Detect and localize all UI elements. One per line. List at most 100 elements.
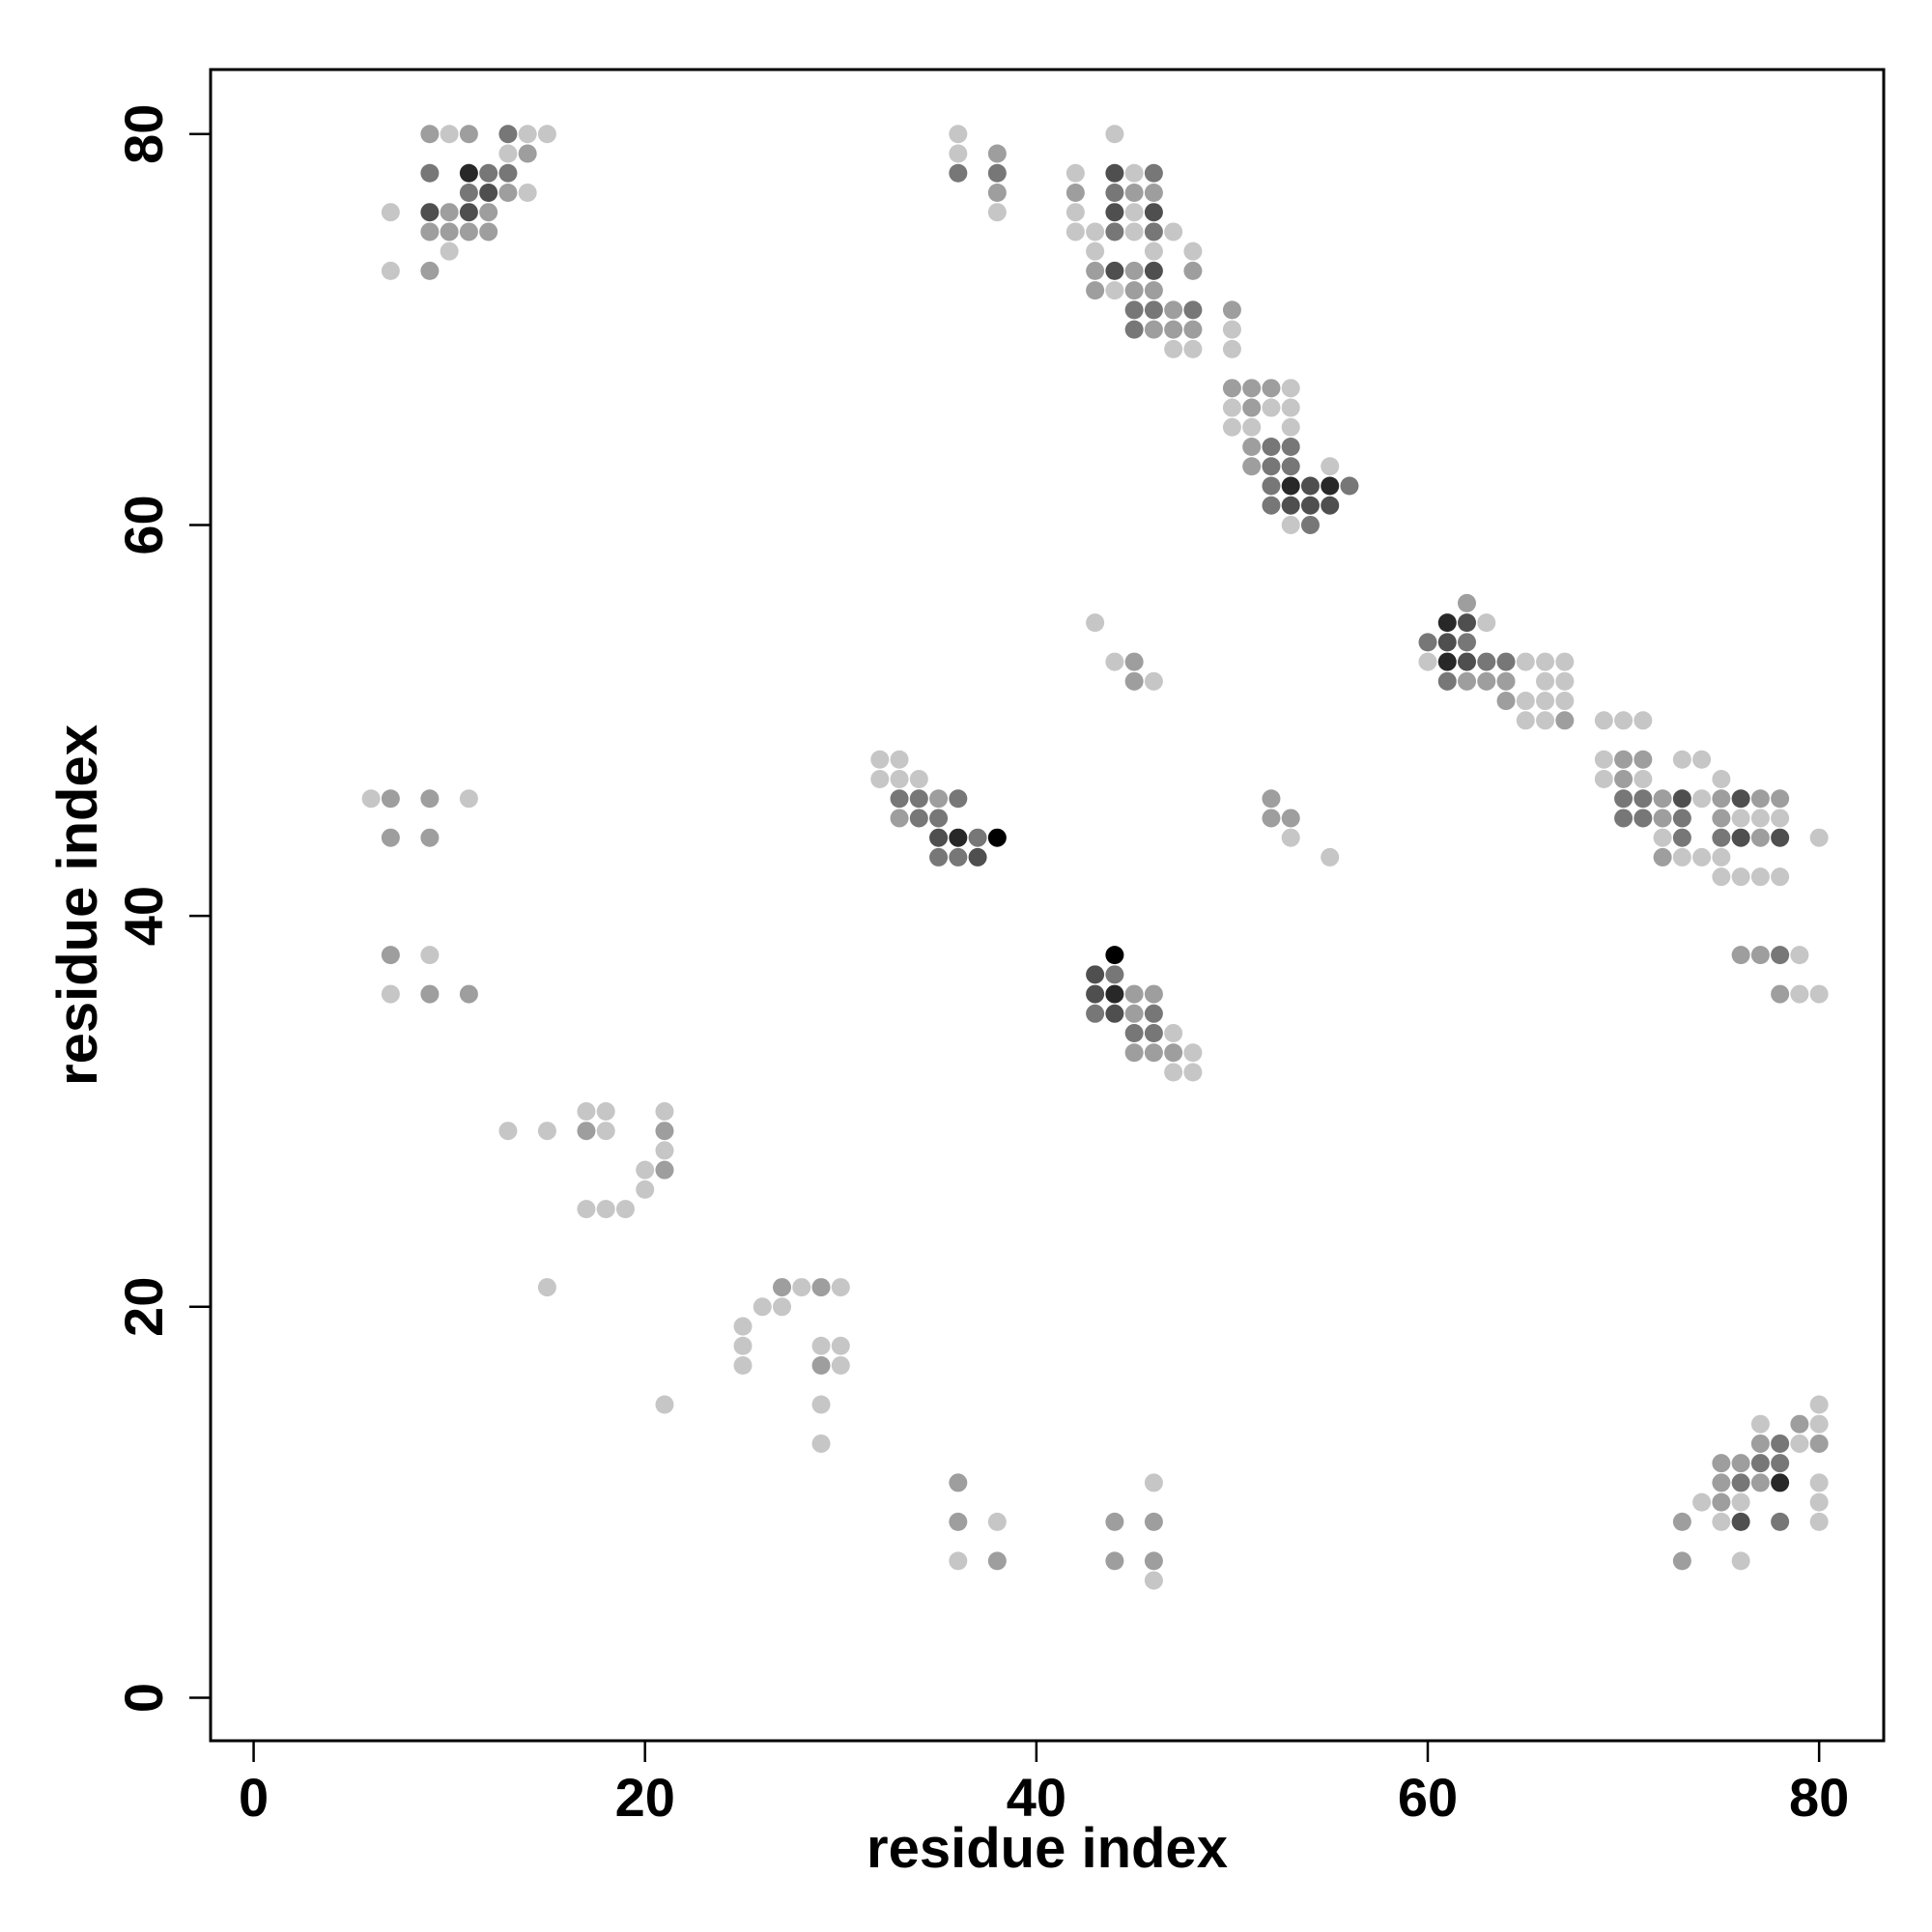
data-point — [636, 1160, 655, 1179]
data-point — [1262, 438, 1281, 457]
data-points — [361, 125, 1829, 1590]
data-point — [1281, 398, 1300, 417]
data-point — [1105, 1004, 1124, 1023]
data-point — [577, 1200, 596, 1219]
data-point — [929, 828, 949, 847]
data-point — [987, 1551, 1007, 1571]
data-point — [1281, 438, 1300, 457]
data-point — [1086, 281, 1105, 300]
data-point — [987, 163, 1007, 183]
data-point — [1105, 965, 1124, 984]
x-tick-label: 60 — [1398, 1767, 1458, 1828]
data-point — [1809, 1473, 1829, 1492]
data-point — [498, 183, 518, 202]
data-point — [890, 789, 909, 809]
data-point — [1516, 652, 1535, 671]
data-point — [1477, 652, 1496, 671]
data-point — [1281, 828, 1300, 847]
data-point — [1281, 476, 1300, 496]
data-point — [831, 1336, 850, 1355]
data-point — [1750, 1473, 1770, 1492]
data-point — [1281, 496, 1300, 515]
data-point — [1712, 867, 1731, 887]
data-point — [1750, 1414, 1770, 1434]
y-tick-label: 20 — [113, 1277, 174, 1337]
data-point — [1731, 789, 1750, 809]
data-point — [1418, 652, 1437, 671]
data-point — [1124, 1024, 1144, 1043]
data-point — [1340, 476, 1359, 496]
data-point — [1144, 984, 1163, 1004]
data-point — [1164, 1043, 1183, 1063]
data-point — [1536, 671, 1555, 691]
data-point — [440, 125, 459, 144]
data-point — [1124, 163, 1144, 183]
x-tick-label: 80 — [1789, 1767, 1849, 1828]
data-point — [929, 847, 949, 867]
data-point — [655, 1141, 674, 1160]
x-tick-label: 20 — [615, 1767, 675, 1828]
data-point — [459, 222, 478, 242]
data-point — [440, 242, 459, 261]
data-point — [1712, 1512, 1731, 1531]
data-point — [1124, 1043, 1144, 1063]
data-point — [1124, 261, 1144, 280]
data-point — [1771, 1473, 1790, 1492]
data-point — [1614, 711, 1634, 730]
data-point — [420, 261, 440, 280]
data-point — [1437, 652, 1457, 671]
data-point — [1692, 789, 1712, 809]
data-point — [811, 1278, 831, 1297]
data-point — [1262, 789, 1281, 809]
data-point — [1672, 847, 1691, 867]
data-point — [1105, 183, 1124, 202]
data-point — [1222, 398, 1241, 417]
data-point — [1144, 300, 1163, 320]
data-point — [1183, 320, 1203, 339]
data-point — [1105, 1512, 1124, 1531]
data-point — [1086, 613, 1105, 633]
data-point — [909, 769, 928, 788]
data-point — [1771, 1454, 1790, 1473]
data-point — [949, 847, 968, 867]
data-point — [1242, 398, 1262, 417]
data-point — [1653, 828, 1672, 847]
data-point — [987, 828, 1007, 847]
data-point — [1321, 476, 1340, 496]
y-tick-label: 60 — [113, 495, 174, 554]
data-point — [1124, 652, 1144, 671]
data-point — [1750, 1454, 1770, 1473]
data-point — [420, 789, 440, 809]
data-point — [1222, 417, 1241, 437]
x-tick-label: 0 — [239, 1767, 269, 1828]
data-point — [1183, 242, 1203, 261]
data-point — [1183, 261, 1203, 280]
data-point — [1496, 692, 1516, 711]
data-point — [1222, 379, 1241, 398]
data-point — [1750, 789, 1770, 809]
data-point — [479, 183, 498, 202]
data-point — [1105, 163, 1124, 183]
data-point — [596, 1101, 615, 1121]
data-point — [1712, 828, 1731, 847]
data-point — [479, 222, 498, 242]
data-point — [420, 946, 440, 965]
data-point — [1750, 867, 1770, 887]
data-point — [929, 789, 949, 809]
data-point — [1536, 652, 1555, 671]
data-point — [1809, 984, 1829, 1004]
data-point — [733, 1317, 753, 1336]
data-point — [968, 828, 987, 847]
data-point — [811, 1395, 831, 1414]
data-point — [1105, 1551, 1124, 1571]
data-point — [1790, 946, 1809, 965]
data-point — [1086, 1004, 1105, 1023]
data-point — [1086, 242, 1105, 261]
data-point — [1672, 809, 1691, 828]
data-point — [1536, 711, 1555, 730]
data-point — [1809, 1492, 1829, 1512]
data-point — [577, 1122, 596, 1141]
data-point — [498, 144, 518, 163]
data-point — [1124, 183, 1144, 202]
data-point — [1164, 222, 1183, 242]
